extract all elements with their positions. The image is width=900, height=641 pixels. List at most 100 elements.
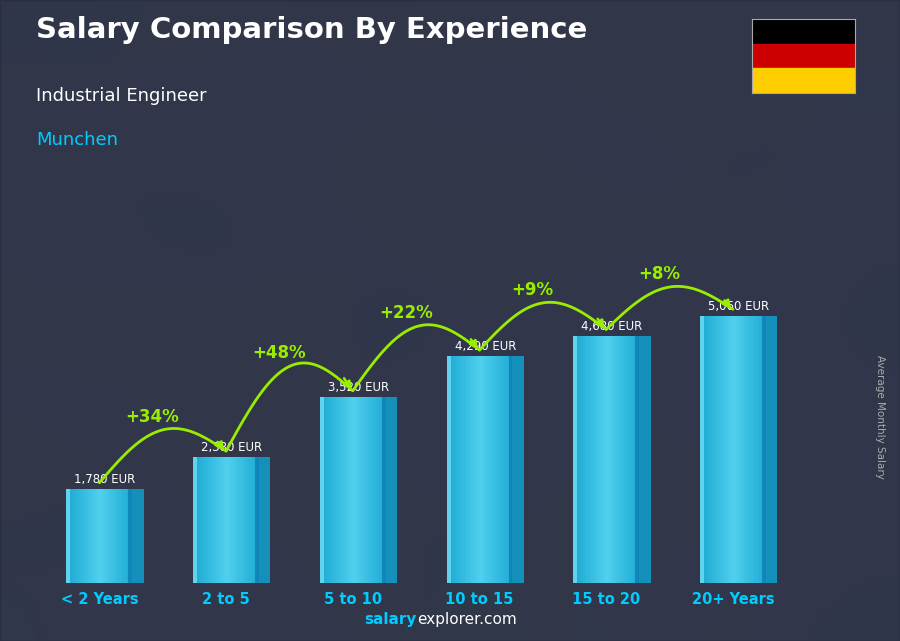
- Bar: [722, 315, 723, 583]
- Bar: [101, 489, 103, 583]
- Bar: [501, 356, 502, 583]
- Bar: [203, 458, 204, 583]
- Bar: [588, 336, 590, 583]
- Bar: [764, 315, 766, 583]
- Bar: [746, 315, 748, 583]
- Bar: [75, 489, 76, 583]
- Bar: [626, 336, 627, 583]
- Bar: [705, 315, 706, 583]
- Bar: [762, 315, 764, 583]
- Bar: [742, 315, 744, 583]
- Bar: [349, 397, 351, 583]
- Bar: [108, 489, 109, 583]
- Bar: [498, 356, 500, 583]
- Bar: [341, 397, 343, 583]
- Bar: [629, 336, 631, 583]
- Bar: [346, 397, 348, 583]
- Bar: [446, 356, 448, 583]
- Bar: [762, 315, 766, 583]
- Bar: [198, 458, 200, 583]
- Bar: [740, 315, 742, 583]
- Bar: [106, 489, 108, 583]
- Bar: [500, 356, 501, 583]
- Bar: [333, 397, 335, 583]
- Bar: [228, 458, 230, 583]
- Bar: [99, 489, 101, 583]
- Bar: [583, 336, 585, 583]
- Bar: [636, 336, 637, 583]
- Bar: [69, 489, 71, 583]
- Bar: [598, 336, 599, 583]
- Bar: [122, 489, 124, 583]
- Bar: [591, 336, 593, 583]
- Bar: [118, 489, 119, 583]
- Polygon shape: [386, 397, 397, 583]
- Bar: [738, 315, 740, 583]
- Bar: [323, 397, 325, 583]
- Bar: [713, 315, 715, 583]
- Bar: [109, 489, 111, 583]
- Bar: [79, 489, 81, 583]
- Bar: [88, 489, 89, 583]
- Bar: [595, 336, 597, 583]
- Bar: [223, 458, 224, 583]
- Bar: [758, 315, 760, 583]
- Bar: [752, 19, 855, 44]
- Bar: [371, 397, 373, 583]
- Bar: [353, 397, 355, 583]
- Bar: [458, 356, 460, 583]
- Bar: [575, 336, 577, 583]
- Bar: [256, 458, 257, 583]
- Bar: [734, 315, 736, 583]
- Text: Average Monthly Salary: Average Monthly Salary: [875, 354, 886, 479]
- Polygon shape: [132, 489, 144, 583]
- Bar: [321, 397, 323, 583]
- Bar: [327, 397, 328, 583]
- Text: 5,060 EUR: 5,060 EUR: [708, 300, 770, 313]
- Bar: [446, 356, 451, 583]
- Bar: [706, 315, 708, 583]
- Bar: [116, 489, 118, 583]
- Bar: [633, 336, 634, 583]
- Bar: [359, 397, 361, 583]
- Bar: [112, 489, 114, 583]
- Bar: [81, 489, 83, 583]
- Bar: [761, 315, 762, 583]
- Polygon shape: [639, 336, 651, 583]
- Bar: [599, 336, 601, 583]
- Bar: [585, 336, 587, 583]
- Bar: [78, 489, 79, 583]
- Bar: [733, 315, 734, 583]
- Bar: [508, 356, 509, 583]
- Bar: [357, 397, 359, 583]
- Bar: [718, 315, 720, 583]
- Bar: [700, 315, 702, 583]
- Bar: [702, 315, 703, 583]
- Bar: [482, 356, 484, 583]
- Bar: [573, 336, 575, 583]
- Bar: [338, 397, 339, 583]
- Bar: [254, 458, 256, 583]
- Bar: [716, 315, 718, 583]
- Bar: [454, 356, 456, 583]
- Bar: [212, 458, 213, 583]
- Bar: [231, 458, 233, 583]
- Bar: [382, 397, 384, 583]
- Bar: [754, 315, 756, 583]
- Bar: [252, 458, 254, 583]
- Bar: [343, 397, 345, 583]
- Bar: [67, 489, 68, 583]
- Text: Salary Comparison By Experience: Salary Comparison By Experience: [36, 16, 587, 44]
- Bar: [578, 336, 580, 583]
- Bar: [381, 397, 382, 583]
- Bar: [724, 315, 726, 583]
- Bar: [504, 356, 506, 583]
- Bar: [121, 489, 122, 583]
- Bar: [490, 356, 491, 583]
- Text: 2,380 EUR: 2,380 EUR: [202, 442, 262, 454]
- Bar: [635, 336, 639, 583]
- Bar: [243, 458, 244, 583]
- Bar: [206, 458, 208, 583]
- Bar: [194, 458, 197, 583]
- Bar: [369, 397, 371, 583]
